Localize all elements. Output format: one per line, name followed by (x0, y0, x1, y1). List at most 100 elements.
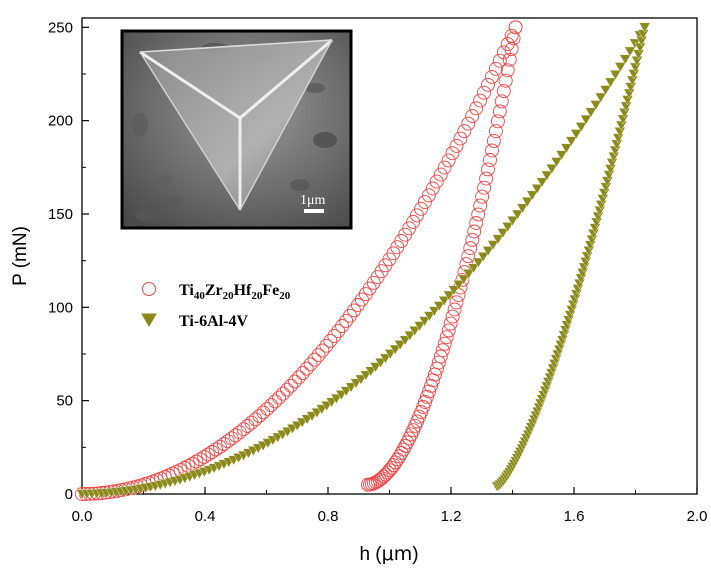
data-point-circle (441, 153, 456, 168)
y-tick-label: 250 (48, 19, 73, 36)
data-point-circle (429, 174, 444, 189)
legend-marker-triangle (141, 313, 157, 327)
data-point-circle (410, 208, 424, 223)
data-point-triangle (624, 46, 636, 57)
data-point-circle (479, 171, 494, 186)
data-point-circle (260, 401, 275, 416)
data-point-triangle (545, 164, 558, 175)
data-point-triangle (526, 190, 539, 201)
data-point-circle (504, 42, 519, 57)
data-point-circle (431, 355, 446, 370)
data-point-circle (378, 258, 393, 273)
data-point-circle (465, 232, 480, 247)
data-point-circle (276, 386, 290, 401)
legend-subscript: 20 (279, 290, 291, 302)
data-point-circle (437, 336, 452, 351)
data-point-triangle (350, 378, 362, 389)
x-axis-ticks: 0.0 0.4 0.8 1.2 1.6 2.0 (72, 487, 707, 525)
data-point-circle (481, 77, 495, 92)
legend-text-part: Zr (205, 282, 223, 299)
data-point-triangle (506, 216, 519, 227)
data-point-circle (406, 214, 421, 229)
scale-bar-prefix: 1 (300, 193, 307, 208)
data-point-triangle (408, 326, 421, 337)
data-point-circle (382, 463, 397, 478)
data-point-circle (422, 384, 436, 399)
data-point-circle (483, 153, 497, 167)
data-point-triangle (585, 107, 597, 118)
data-point-triangle (438, 296, 450, 307)
data-point-circle (433, 349, 448, 364)
data-point-circle (461, 116, 476, 131)
data-point-circle (209, 442, 223, 457)
data-point-triangle (550, 157, 563, 168)
data-point-circle (461, 249, 476, 264)
data-point-circle (490, 114, 505, 129)
data-point-circle (374, 471, 389, 486)
legend: Ti40Zr20Hf20Fe20 Ti-6Al-4V (141, 282, 291, 330)
data-point-circle (248, 412, 263, 427)
data-point-triangle (565, 136, 578, 147)
data-point-triangle (423, 311, 436, 322)
data-point-circle (485, 143, 499, 158)
data-point-circle (455, 272, 470, 287)
data-point-circle (439, 330, 454, 345)
data-point-triangle (511, 209, 524, 220)
data-point-circle (449, 295, 464, 310)
data-point-circle (425, 181, 440, 196)
data-point-triangle (359, 370, 372, 381)
data-point-triangle (457, 274, 470, 285)
data-point-circle (473, 198, 488, 213)
data-point-circle (477, 85, 491, 100)
y-tick-label: 150 (48, 206, 73, 223)
data-point-circle (394, 446, 409, 460)
data-point-triangle (379, 353, 392, 364)
data-point-circle (488, 124, 503, 139)
data-point-circle (291, 370, 306, 385)
data-point-triangle (555, 150, 568, 161)
data-point-circle (453, 131, 468, 146)
scale-bar-unit: μm (307, 193, 326, 208)
y-tick-label: 0 (65, 486, 73, 503)
data-point-triangle (638, 22, 651, 33)
data-point-triangle (374, 358, 387, 369)
data-point-circle (508, 20, 523, 35)
data-point-circle (264, 398, 279, 413)
data-point-circle (240, 419, 255, 433)
data-point-circle (449, 138, 464, 153)
y-tick-label: 200 (48, 113, 73, 130)
data-point-circle (252, 408, 267, 423)
data-point-circle (295, 366, 310, 381)
y-tick-label: 100 (48, 299, 73, 316)
data-point-circle (498, 73, 513, 88)
data-point-circle (469, 101, 484, 116)
sem-inset-image: 1μm (120, 29, 353, 230)
data-point-triangle (394, 340, 406, 351)
data-point-circle (299, 361, 314, 376)
data-point-triangle (560, 143, 573, 154)
series-ti-6al-4v (76, 22, 651, 500)
data-point-circle (256, 405, 271, 420)
data-point-triangle (536, 177, 548, 188)
data-point-circle (486, 133, 501, 148)
data-point-circle (380, 465, 395, 480)
legend-text-part: Ti (179, 282, 194, 299)
data-point-circle (475, 189, 490, 204)
data-point-circle (477, 180, 492, 195)
data-point-triangle (452, 280, 465, 291)
data-point-circle (272, 390, 287, 405)
data-point-triangle (345, 382, 357, 393)
data-point-circle (327, 329, 342, 343)
data-point-circle (421, 188, 436, 203)
data-point-triangle (462, 269, 475, 280)
y-axis-title: P (mN) (10, 226, 31, 286)
data-point-circle (496, 45, 511, 60)
data-point-triangle (403, 330, 416, 341)
data-point-circle (343, 308, 357, 323)
x-axis-title-end: ) (412, 544, 418, 565)
data-point-circle (506, 31, 521, 46)
data-point-circle (201, 447, 216, 462)
data-point-triangle (531, 184, 543, 195)
data-point-triangle (467, 263, 480, 274)
data-point-circle (213, 439, 227, 454)
